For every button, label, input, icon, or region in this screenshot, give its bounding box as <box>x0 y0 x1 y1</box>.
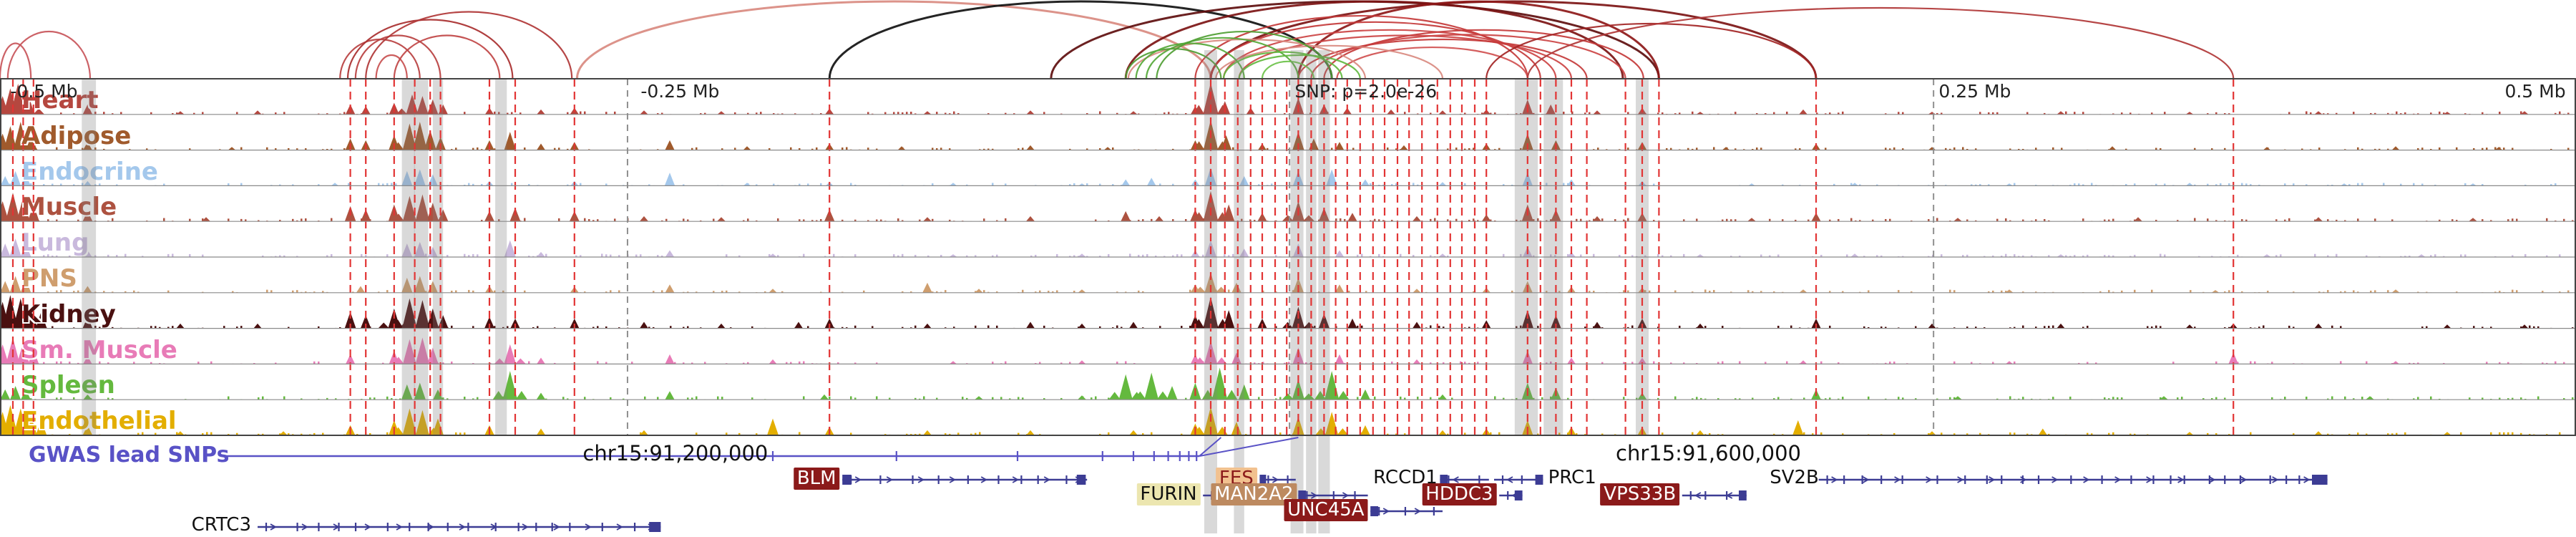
track-label-heart: Heart <box>21 86 99 115</box>
gene-model-hddc3 <box>1499 490 1523 500</box>
gene-model-vps33b <box>1682 490 1747 500</box>
interaction-arc <box>1209 21 1541 79</box>
gene-model-crtc3 <box>258 522 661 532</box>
interaction-arc <box>1145 37 1299 79</box>
interaction-arc <box>1222 51 1343 79</box>
gene-model-blm <box>842 475 1088 485</box>
track-label-endothelial: Endothelial <box>21 407 177 436</box>
interaction-arc <box>1222 29 1557 79</box>
track-label-kidney: Kidney <box>21 299 116 329</box>
interaction-arc <box>1261 60 1315 79</box>
interaction-arc <box>0 42 32 79</box>
interaction-arc <box>1238 54 1361 79</box>
gene-model-man2a2 <box>1298 490 1368 500</box>
interaction-arc <box>1485 22 1818 79</box>
track-label-pns: PNS <box>21 264 77 293</box>
gene-label-sv2b: SV2B <box>1770 467 1819 488</box>
track-label-sm-muscle: Sm. Muscle <box>21 335 177 364</box>
ruler-label: 0.25 Mb <box>1938 81 2011 102</box>
gene-model-sv2b <box>1818 475 2328 485</box>
interaction-arc <box>1135 42 1245 79</box>
snp-dashed-lines <box>11 79 2235 435</box>
track-signal-pns <box>0 272 2570 293</box>
ruler-label: SNP: p=2.0e-26 <box>1294 81 1438 102</box>
interaction-arc <box>354 34 441 79</box>
track-label-muscle: Muscle <box>21 193 117 222</box>
ruler-label: 0.5 Mb <box>2504 81 2566 102</box>
gene-model-rccd1 <box>1440 475 1489 485</box>
interaction-arc <box>1124 0 1624 79</box>
genomic-coordinate-label: chr15:91,200,000 <box>582 441 769 465</box>
gene-label-vps33b: VPS33B <box>1600 483 1680 505</box>
track-signal-muscle <box>0 191 2574 222</box>
ruler-label: -0.5 Mb <box>10 81 78 102</box>
interaction-arc <box>1209 0 1818 79</box>
ruler-label: -0.25 Mb <box>640 81 720 102</box>
interaction-arc <box>1194 14 1528 79</box>
track-label-endocrine: Endocrine <box>21 160 158 184</box>
gene-label-blm: BLM <box>793 468 840 490</box>
gene-model-prc1 <box>1494 475 1543 485</box>
track-label-spleen: Spleen <box>21 371 115 400</box>
panel-borders <box>0 78 2576 436</box>
interaction-arc <box>828 0 1333 79</box>
interaction-arc <box>1297 0 1660 79</box>
track-signal-lung <box>0 238 2561 258</box>
interaction-arc <box>575 0 1212 79</box>
gwas-track-label: GWAS lead SNPs <box>29 442 230 468</box>
track-signal-sm-muscle <box>0 337 2565 364</box>
gene-model-fes <box>1259 475 1296 485</box>
interaction-arc <box>375 54 408 79</box>
track-label-adipose: Adipose <box>21 121 132 150</box>
chromatin-interaction-arcs <box>0 0 2235 79</box>
genomic-coordinate-label: chr15:91,600,000 <box>1616 441 1801 465</box>
gene-label-hddc3: HDDC3 <box>1422 483 1497 505</box>
interaction-arc <box>365 11 573 79</box>
interaction-arc <box>393 34 501 79</box>
track-signal-endocrine <box>0 167 2557 186</box>
interaction-arc <box>1297 38 1588 79</box>
gene-label-unc45a: UNC45A <box>1284 499 1368 521</box>
gene-label-prc1: PRC1 <box>1548 467 1596 488</box>
track-signal-endothelial <box>0 405 2565 436</box>
gene-model-unc45a <box>1370 506 1443 516</box>
gene-label-furin: FURIN <box>1136 483 1201 505</box>
track-signal-adipose <box>0 120 2570 150</box>
gene-label-crtc3: CRTC3 <box>191 514 251 536</box>
interaction-arc <box>1215 44 1444 79</box>
gene-label-man2a2: MAN2A2 <box>1211 483 1297 505</box>
interaction-arc <box>1526 6 2235 79</box>
interaction-arc <box>346 19 514 79</box>
interaction-arc <box>6 30 92 79</box>
interaction-arc <box>1125 48 1222 79</box>
